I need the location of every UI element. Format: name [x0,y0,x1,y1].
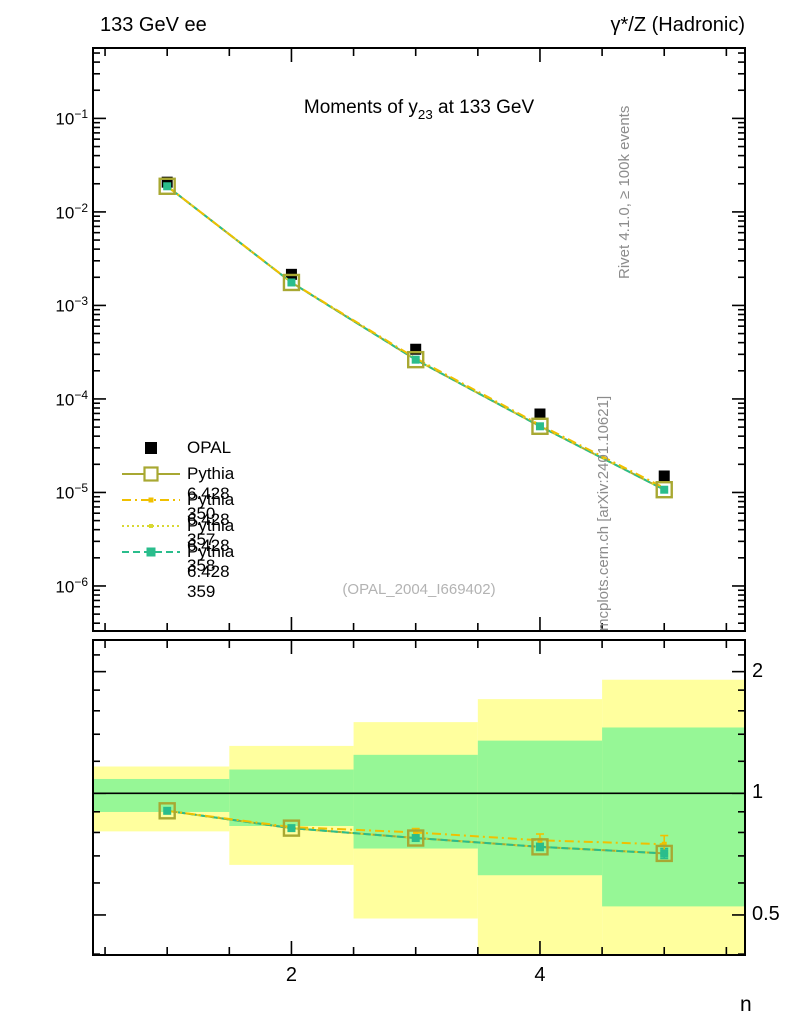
legend-item-label: Pythia 6.428 357 [187,490,235,549]
legend-item: OPAL [121,437,231,459]
pythia-350-marker [655,481,673,499]
pythia-359-marker [535,422,544,431]
ratio-350-marker [158,802,176,820]
ratio-357-marker [661,841,667,847]
ratio-350-marker [282,819,301,837]
beam-energy-label: 133 GeV ee [100,14,207,36]
analysis-id-watermark: (OPAL_2004_I669402) [342,581,496,598]
pythia-359-marker [660,485,669,494]
ratio-350-marker [655,844,673,863]
legend-swatch-icon [122,466,180,482]
band-green-bin4 [477,740,603,876]
plot-title-subscript: 23 [417,106,433,122]
ratio-359-marker [535,842,544,851]
y-tick-label-main: 10−6 [55,574,88,597]
ratio-tick-label: 1 [752,781,764,804]
ratio-uncertainty-bands [93,679,745,955]
legend-item: Pythia 6.428 350 [121,463,234,523]
plot-title-suffix: at 133 GeV [432,97,535,118]
x-tick-label: 4 [534,964,546,986]
y-tick-label-main: 10−2 [55,200,88,223]
y-axis-label-main: 1/σ dσ/d#⟨ yn23 #⟩ [0,68,14,208]
ratio-panel-frame [92,639,746,956]
y-tick-label-main: 10−4 [55,387,88,410]
pythia-350-marker [407,350,425,369]
plot-title-text: Moments of y [303,97,418,118]
pythia-350-marker [282,273,301,292]
opal-data-point [658,470,670,482]
ratio-357-marker [413,829,419,835]
opal-data-point [534,408,546,420]
legend-item: Pythia 6.428 359 [121,541,234,601]
ratio-359-marker [411,834,420,843]
ratio-350-marker [407,829,425,847]
legend-item-label: Pythia 6.428 358 [187,516,235,575]
pythia-350-marker [531,417,549,435]
pythia-359-marker [163,182,172,191]
ratio-tick-label: 2 [752,659,764,682]
legend-item: Pythia 6.428 357 [121,489,234,549]
legend-item: Pythia 6.428 358 [121,515,234,575]
ratio-359-marker [163,806,172,815]
legend-swatch-icon [122,524,180,528]
opal-data-point [161,176,173,188]
y-tick-label-main: 10−5 [55,481,88,504]
series-mc-markers [158,177,673,499]
band-green-bin1 [93,778,230,812]
ratio-359-marker [287,824,296,833]
band-green-bin2 [229,769,354,826]
process-label: γ*/Z (Hadronic) [610,14,745,36]
legend-swatch-icon [122,497,180,503]
main-panel-frame [92,47,746,632]
legend-swatch-icon [145,442,157,454]
legend-item-label: OPAL [187,438,232,457]
ratio-359-marker [660,849,669,858]
y-axis-label-ratio: Ratio to OPAL [0,773,26,868]
legend-item-label: Pythia 6.428 350 [187,464,235,523]
legend-swatch-icon [122,547,180,557]
pythia-359-marker [411,355,420,364]
opal-data-point [410,343,422,355]
y-tick-label-main: 10−3 [55,294,88,317]
band-green-bin5 [602,727,745,907]
plot-title: Moments of y23 at 133 GeV [93,97,745,122]
legend-item-label: Pythia 6.428 359 [187,542,235,601]
x-axis-label: n [740,993,752,1016]
x-tick-label: 2 [285,964,297,986]
pythia-350-marker [158,177,176,195]
ratio-350-marker [531,838,549,856]
axis-ticks [93,48,745,955]
ratio-markers [158,802,673,863]
rivet-version-label: Rivet 4.1.0, ≥ 100k events [616,105,633,279]
y-tick-label-main: 10−1 [55,107,88,130]
pythia-359-marker [287,278,296,287]
ratio-tick-label: 0.5 [752,902,780,925]
